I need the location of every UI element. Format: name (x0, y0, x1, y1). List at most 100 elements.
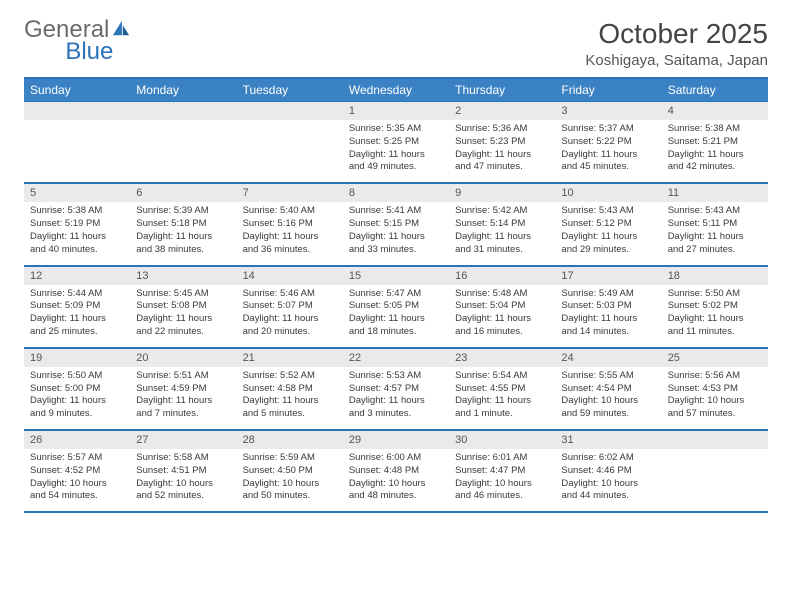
weekday-header: Tuesday (237, 79, 343, 102)
daylight-text: Daylight: 11 hours and 16 minutes. (455, 313, 549, 339)
sunset-text: Sunset: 5:05 PM (349, 300, 443, 313)
day-number: 21 (237, 349, 343, 367)
day-cell: Sunrise: 5:57 AMSunset: 4:52 PMDaylight:… (24, 449, 130, 512)
sunrise-text: Sunrise: 5:51 AM (136, 370, 230, 383)
daylight-text: Daylight: 11 hours and 18 minutes. (349, 313, 443, 339)
sunset-text: Sunset: 5:25 PM (349, 136, 443, 149)
location-label: Koshigaya, Saitama, Japan (585, 52, 768, 69)
day-cell (24, 120, 130, 183)
day-cell: Sunrise: 5:39 AMSunset: 5:18 PMDaylight:… (130, 202, 236, 265)
title-block: October 2025 Koshigaya, Saitama, Japan (585, 18, 768, 69)
daylight-text: Daylight: 11 hours and 36 minutes. (243, 231, 337, 257)
day-number: 29 (343, 431, 449, 449)
sunset-text: Sunset: 5:21 PM (668, 136, 762, 149)
day-cell: Sunrise: 5:59 AMSunset: 4:50 PMDaylight:… (237, 449, 343, 512)
day-cell: Sunrise: 5:43 AMSunset: 5:12 PMDaylight:… (555, 202, 661, 265)
daylight-text: Daylight: 11 hours and 11 minutes. (668, 313, 762, 339)
sunrise-text: Sunrise: 5:57 AM (30, 452, 124, 465)
sunset-text: Sunset: 5:02 PM (668, 300, 762, 313)
sunrise-text: Sunrise: 6:02 AM (561, 452, 655, 465)
sunrise-text: Sunrise: 6:00 AM (349, 452, 443, 465)
day-cell: Sunrise: 6:00 AMSunset: 4:48 PMDaylight:… (343, 449, 449, 512)
day-number-row: 19202122232425 (24, 349, 768, 367)
day-cell (662, 449, 768, 512)
sunset-text: Sunset: 5:15 PM (349, 218, 443, 231)
day-content-row: Sunrise: 5:44 AMSunset: 5:09 PMDaylight:… (24, 285, 768, 348)
day-number: 12 (24, 267, 130, 285)
daylight-text: Daylight: 11 hours and 33 minutes. (349, 231, 443, 257)
day-number: 18 (662, 267, 768, 285)
sunset-text: Sunset: 4:58 PM (243, 383, 337, 396)
sunrise-text: Sunrise: 5:41 AM (349, 205, 443, 218)
day-number: 6 (130, 184, 236, 202)
sunset-text: Sunset: 5:11 PM (668, 218, 762, 231)
sunrise-text: Sunrise: 5:49 AM (561, 288, 655, 301)
calendar-week: 12131415161718Sunrise: 5:44 AMSunset: 5:… (24, 267, 768, 349)
brand-logo: GeneralBlue (24, 18, 131, 64)
day-number: 23 (449, 349, 555, 367)
sunrise-text: Sunrise: 5:58 AM (136, 452, 230, 465)
daylight-text: Daylight: 11 hours and 5 minutes. (243, 395, 337, 421)
day-number: 31 (555, 431, 661, 449)
day-cell: Sunrise: 5:37 AMSunset: 5:22 PMDaylight:… (555, 120, 661, 183)
daylight-text: Daylight: 10 hours and 48 minutes. (349, 478, 443, 504)
daylight-text: Daylight: 11 hours and 1 minute. (455, 395, 549, 421)
sunset-text: Sunset: 4:54 PM (561, 383, 655, 396)
sunset-text: Sunset: 5:22 PM (561, 136, 655, 149)
day-number: 30 (449, 431, 555, 449)
weekday-header: Sunday (24, 79, 130, 102)
weekday-header: Saturday (662, 79, 768, 102)
day-number: 8 (343, 184, 449, 202)
sunrise-text: Sunrise: 5:42 AM (455, 205, 549, 218)
sunrise-text: Sunrise: 5:55 AM (561, 370, 655, 383)
daylight-text: Daylight: 10 hours and 46 minutes. (455, 478, 549, 504)
daylight-text: Daylight: 10 hours and 54 minutes. (30, 478, 124, 504)
day-cell: Sunrise: 5:48 AMSunset: 5:04 PMDaylight:… (449, 285, 555, 348)
calendar-week: 1234Sunrise: 5:35 AMSunset: 5:25 PMDayli… (24, 102, 768, 184)
day-cell: Sunrise: 5:56 AMSunset: 4:53 PMDaylight:… (662, 367, 768, 430)
day-number: 3 (555, 102, 661, 120)
calendar-grid: Sunday Monday Tuesday Wednesday Thursday… (24, 77, 768, 513)
day-number: 4 (662, 102, 768, 120)
day-number: 1 (343, 102, 449, 120)
day-number: 28 (237, 431, 343, 449)
daylight-text: Daylight: 11 hours and 27 minutes. (668, 231, 762, 257)
day-cell: Sunrise: 5:52 AMSunset: 4:58 PMDaylight:… (237, 367, 343, 430)
day-cell: Sunrise: 5:58 AMSunset: 4:51 PMDaylight:… (130, 449, 236, 512)
day-number: 22 (343, 349, 449, 367)
daylight-text: Daylight: 11 hours and 31 minutes. (455, 231, 549, 257)
daylight-text: Daylight: 11 hours and 29 minutes. (561, 231, 655, 257)
calendar-week: 567891011Sunrise: 5:38 AMSunset: 5:19 PM… (24, 184, 768, 266)
daylight-text: Daylight: 11 hours and 38 minutes. (136, 231, 230, 257)
sunrise-text: Sunrise: 5:56 AM (668, 370, 762, 383)
day-cell: Sunrise: 5:41 AMSunset: 5:15 PMDaylight:… (343, 202, 449, 265)
sunset-text: Sunset: 5:19 PM (30, 218, 124, 231)
month-title: October 2025 (585, 18, 768, 50)
sunrise-text: Sunrise: 5:36 AM (455, 123, 549, 136)
day-cell: Sunrise: 5:46 AMSunset: 5:07 PMDaylight:… (237, 285, 343, 348)
sunset-text: Sunset: 4:53 PM (668, 383, 762, 396)
day-number (24, 102, 130, 120)
sunrise-text: Sunrise: 5:38 AM (668, 123, 762, 136)
page-header: GeneralBlue October 2025 Koshigaya, Sait… (24, 18, 768, 69)
day-cell: Sunrise: 5:42 AMSunset: 5:14 PMDaylight:… (449, 202, 555, 265)
sunset-text: Sunset: 5:00 PM (30, 383, 124, 396)
day-number: 15 (343, 267, 449, 285)
calendar-week: 262728293031Sunrise: 5:57 AMSunset: 4:52… (24, 431, 768, 513)
daylight-text: Daylight: 11 hours and 45 minutes. (561, 149, 655, 175)
daylight-text: Daylight: 11 hours and 14 minutes. (561, 313, 655, 339)
day-cell: Sunrise: 6:02 AMSunset: 4:46 PMDaylight:… (555, 449, 661, 512)
calendar-week: 19202122232425Sunrise: 5:50 AMSunset: 5:… (24, 349, 768, 431)
day-number (130, 102, 236, 120)
daylight-text: Daylight: 11 hours and 9 minutes. (30, 395, 124, 421)
weekday-header-row: Sunday Monday Tuesday Wednesday Thursday… (24, 79, 768, 102)
day-cell: Sunrise: 5:51 AMSunset: 4:59 PMDaylight:… (130, 367, 236, 430)
daylight-text: Daylight: 10 hours and 44 minutes. (561, 478, 655, 504)
sunrise-text: Sunrise: 5:40 AM (243, 205, 337, 218)
sunrise-text: Sunrise: 5:43 AM (668, 205, 762, 218)
day-number: 26 (24, 431, 130, 449)
day-content-row: Sunrise: 5:57 AMSunset: 4:52 PMDaylight:… (24, 449, 768, 512)
sunset-text: Sunset: 4:52 PM (30, 465, 124, 478)
sunrise-text: Sunrise: 5:45 AM (136, 288, 230, 301)
day-number-row: 262728293031 (24, 431, 768, 449)
